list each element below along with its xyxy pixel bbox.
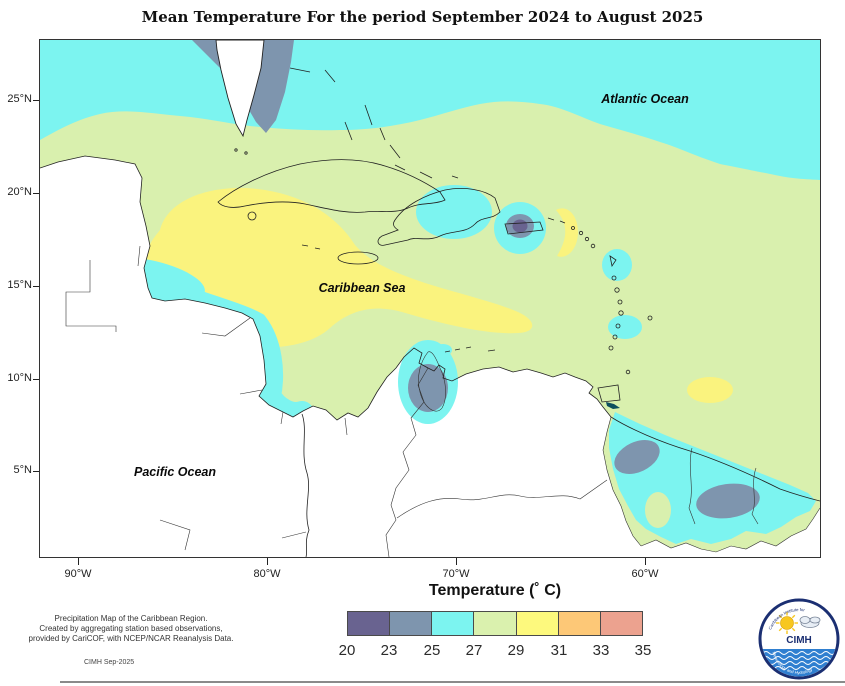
legend-title: Temperature (˚ C) — [428, 582, 562, 599]
map-image: Atlantic Ocean Caribbean Sea Pacific Oce… — [24, 39, 821, 558]
temp-blob-hispaniola-25-27 — [416, 185, 492, 239]
legend-swatch-23-25 — [389, 611, 433, 636]
temp-blob-guyana-23-25 — [614, 440, 660, 474]
page-title: Mean Temperature For the period Septembe… — [141, 8, 704, 26]
cuba-outline — [217, 159, 446, 213]
cimh-credit: CIMH Sep-2025 — [84, 659, 135, 666]
jamaica-outline — [337, 251, 379, 265]
caribbean-sea-label: Caribbean Sea — [319, 281, 406, 295]
legend-color-bar — [347, 611, 643, 636]
temp-blob-maracaibo-23-25 — [408, 364, 448, 412]
legend-swatch-29-31 — [515, 611, 559, 636]
lat-label-5n: 5°N — [13, 464, 32, 476]
lat-label-20n: 20°N — [7, 186, 32, 198]
delta-dark-spot — [606, 402, 620, 409]
temp-blob-60w-29-31 — [687, 377, 733, 403]
island-outlines — [217, 67, 653, 403]
lat-tick-5n — [33, 471, 40, 472]
legend-tick-20: 20 — [338, 642, 356, 659]
florida-landmass — [215, 39, 265, 138]
bottom-divider — [60, 681, 845, 683]
isle-of-youth — [247, 211, 257, 221]
florida-keys — [244, 151, 248, 155]
legend-tick-29: 29 — [507, 642, 525, 659]
legend-tick-27: 27 — [465, 642, 483, 659]
legend-swatch-33-35 — [599, 611, 643, 636]
legend-swatch-25-27 — [431, 611, 475, 636]
lat-label-15n: 15°N — [7, 279, 32, 291]
logo-acronym: CIMH — [786, 635, 812, 646]
lon-label-90w: 90°W — [64, 568, 92, 580]
lon-tick-80w — [267, 558, 268, 565]
lat-tick-15n — [33, 286, 40, 287]
atlantic-ocean-label: Atlantic Ocean — [600, 92, 689, 106]
temp-blob-suriname-23-25 — [696, 483, 760, 519]
legend-tick-25: 25 — [423, 642, 441, 659]
puerto-rico-outline — [504, 221, 544, 235]
lon-label-60w: 60°W — [631, 568, 659, 580]
temp-blob-puertorico-20-23 — [512, 219, 528, 233]
cimh-logo: CIMH Caribbean Institute for Meteorology… — [757, 597, 841, 681]
legend-tick-23: 23 — [380, 642, 398, 659]
temp-blob-east-pr-29-31 — [556, 208, 578, 257]
attribution-block: Precipitation Map of the Caribbean Regio… — [22, 614, 240, 644]
legend-tick-35: 35 — [634, 642, 652, 659]
no-data-region — [40, 156, 820, 557]
lon-tick-70w — [456, 558, 457, 565]
attribution-line-3: provided by CariCOF, with NCEP/NCAR Rean… — [28, 634, 234, 643]
lat-label-25n: 25°N — [7, 93, 32, 105]
temp-blob-stlucia-25-27 — [608, 315, 642, 339]
legend-tick-33: 33 — [592, 642, 610, 659]
lat-tick-20n — [33, 193, 40, 194]
lat-label-10n: 10°N — [7, 372, 32, 384]
hispaniola-outline — [377, 188, 501, 246]
trinidad-outline — [597, 384, 621, 403]
sun-icon — [776, 612, 798, 634]
legend-swatch-27-29 — [473, 611, 517, 636]
cloud-icon — [799, 616, 821, 628]
temperature-legend: Temperature (˚ C) 20 23 25 27 29 31 33 3… — [327, 582, 663, 672]
florida-keys — [234, 148, 238, 152]
lon-label-80w: 80°W — [253, 568, 281, 580]
lake-maracaibo-outline — [418, 351, 446, 412]
temp-patch-guyana-27-29 — [645, 492, 671, 528]
legend-swatch-20-23 — [347, 611, 391, 636]
lat-tick-10n — [33, 379, 40, 380]
temp-blob-guadeloupe-25-27 — [602, 249, 632, 281]
lon-label-70w: 70°W — [442, 568, 470, 580]
country-borders — [65, 245, 821, 558]
lon-tick-60w — [645, 558, 646, 565]
pacific-ocean-label: Pacific Ocean — [134, 465, 216, 479]
legend-swatch-31-33 — [557, 611, 601, 636]
attribution-line-2: Created by aggregating station based obs… — [39, 624, 223, 633]
legend-tick-31: 31 — [550, 642, 568, 659]
coastlines — [39, 155, 821, 558]
map-frame: Atlantic Ocean Caribbean Sea Pacific Oce… — [24, 39, 821, 558]
attribution-line-1: Precipitation Map of the Caribbean Regio… — [54, 614, 208, 623]
lat-tick-25n — [33, 100, 40, 101]
lon-tick-90w — [78, 558, 79, 565]
